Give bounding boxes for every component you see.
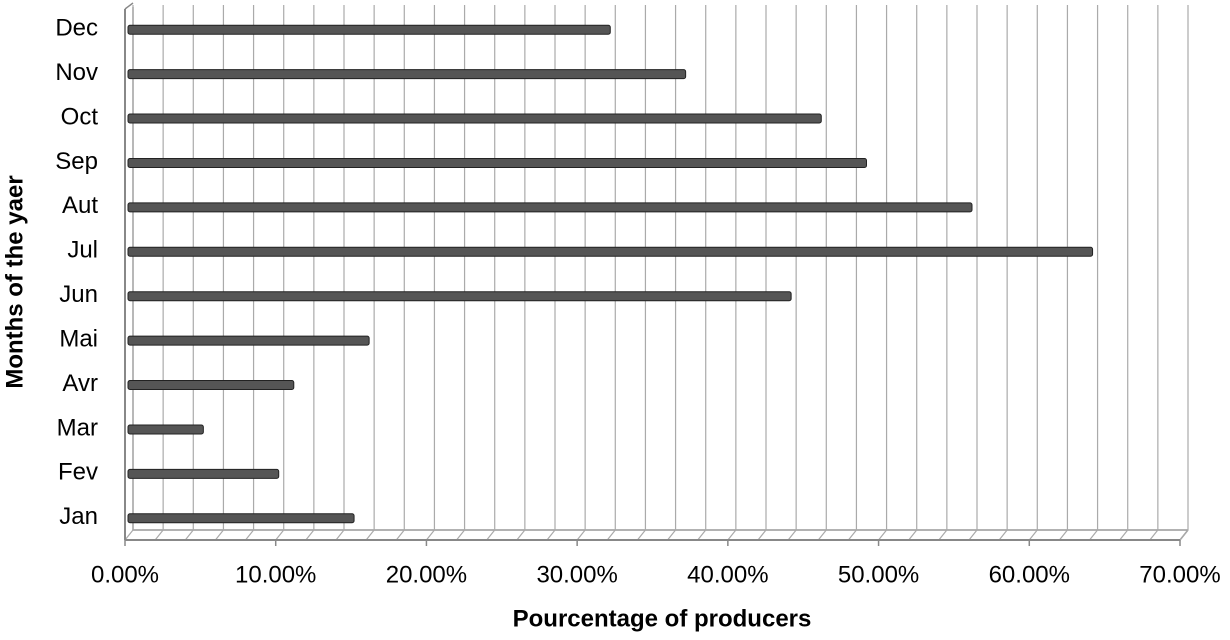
grid-floor bbox=[998, 529, 1008, 541]
bar bbox=[127, 335, 370, 346]
grid-floor bbox=[486, 529, 496, 541]
x-tick-label: 70.00% bbox=[1139, 561, 1220, 588]
x-tick-label: 40.00% bbox=[687, 561, 768, 588]
bar bbox=[127, 24, 611, 35]
x-tick-label: 50.00% bbox=[838, 561, 919, 588]
corner bbox=[124, 2, 134, 10]
y-tick-label: Nov bbox=[55, 59, 98, 86]
y-tick-label: Oct bbox=[61, 103, 99, 130]
bar bbox=[127, 468, 280, 479]
bar bbox=[127, 424, 204, 435]
grid-floor bbox=[365, 529, 375, 541]
bar bbox=[127, 513, 355, 524]
grid-floor bbox=[305, 529, 315, 541]
grid-floor bbox=[245, 529, 255, 541]
bar bbox=[127, 202, 973, 213]
grid-floor bbox=[124, 529, 134, 541]
grid-floor bbox=[697, 529, 707, 541]
grid-floor bbox=[1058, 529, 1068, 541]
y-tick-label: Avr bbox=[62, 370, 98, 397]
grid-floor bbox=[817, 529, 827, 541]
y-tick-label: Mar bbox=[57, 414, 98, 441]
bar bbox=[127, 380, 295, 391]
x-tick-label: 0.00% bbox=[91, 561, 159, 588]
y-tick-label: Fev bbox=[58, 459, 98, 486]
grid-floor bbox=[395, 529, 405, 541]
grid-floor bbox=[275, 529, 285, 541]
grid-floor bbox=[1179, 529, 1189, 541]
grid-floor bbox=[546, 529, 556, 541]
y-axis-title: Months of the yaer bbox=[1, 175, 28, 388]
y-tick-label: Aut bbox=[62, 192, 98, 219]
y-tick-label: Jun bbox=[59, 281, 98, 308]
grid-floor bbox=[606, 529, 616, 541]
bar bbox=[127, 69, 687, 80]
grid-floor bbox=[576, 529, 586, 541]
grid-floor bbox=[184, 529, 194, 541]
y-tick-label: Jul bbox=[67, 237, 98, 264]
grid-floor bbox=[757, 529, 767, 541]
y-tick-label: Jan bbox=[59, 503, 98, 530]
grid-floor bbox=[1089, 529, 1099, 541]
y-tick-label: Dec bbox=[55, 15, 98, 42]
grid-floor bbox=[1119, 529, 1129, 541]
bar bbox=[127, 246, 1094, 257]
grid-floor bbox=[214, 529, 224, 541]
bar bbox=[127, 291, 792, 302]
x-tick-label: 30.00% bbox=[536, 561, 617, 588]
grid-floor bbox=[516, 529, 526, 541]
grid-floor bbox=[847, 529, 857, 541]
grid-floor bbox=[425, 529, 435, 541]
grid-floor bbox=[667, 529, 677, 541]
grid-floor bbox=[154, 529, 164, 541]
bar bbox=[127, 113, 822, 124]
grid-floor bbox=[938, 529, 948, 541]
grid-floor bbox=[908, 529, 918, 541]
grid-floor bbox=[968, 529, 978, 541]
bar bbox=[127, 157, 867, 168]
grid-floor bbox=[1149, 529, 1159, 541]
grid-floor bbox=[335, 529, 345, 541]
y-tick-label: Mai bbox=[59, 325, 98, 352]
grid-floor bbox=[878, 529, 888, 541]
x-tick-label: 10.00% bbox=[235, 561, 316, 588]
y-tick-label: Sep bbox=[55, 148, 98, 175]
grid-floor bbox=[787, 529, 797, 541]
x-tick-label: 20.00% bbox=[386, 561, 467, 588]
x-tick-label: 60.00% bbox=[989, 561, 1070, 588]
grid-floor bbox=[1028, 529, 1038, 541]
grid-floor bbox=[636, 529, 646, 541]
grid-floor bbox=[727, 529, 737, 541]
x-axis-title: Pourcentage of producers bbox=[513, 605, 812, 632]
grid-floor bbox=[456, 529, 466, 541]
